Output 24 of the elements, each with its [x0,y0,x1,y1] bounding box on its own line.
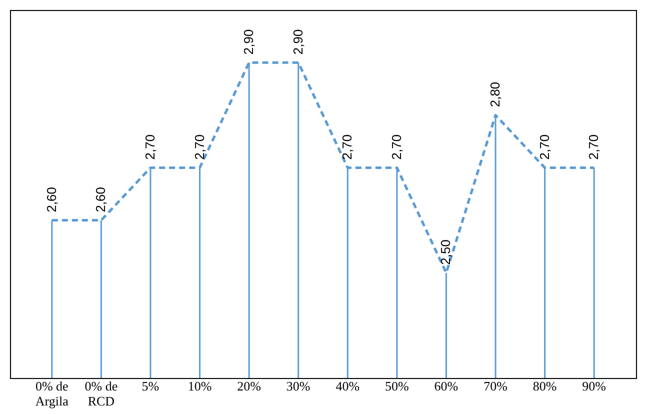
x-tick-label: 70% [484,378,508,394]
data-label: 2,60 [93,186,108,212]
x-tick-label: 5% [142,378,160,394]
x-tick-label: 40% [336,378,360,394]
data-label: 2,70 [340,134,355,160]
x-tick-label: 0% de Argila [35,378,69,408]
data-label: 2,70 [192,134,207,160]
data-label: 2,70 [388,134,404,160]
data-label: 2,70 [536,134,552,160]
x-tick-label: 0% de RCD [84,378,118,408]
x-tick-label: 30% [286,378,310,394]
data-label: 2,60 [44,186,59,212]
data-label: 2,70 [586,134,602,160]
x-tick-label: 60% [434,378,458,394]
x-tick-label: 10% [188,378,212,394]
data-label: 2,50 [438,240,454,265]
x-tick-label: 20% [237,378,262,394]
x-tick-label: 50% [385,378,410,394]
x-tick-label: 90% [582,378,606,394]
data-label: 2,80 [488,82,503,108]
data-label: 2,90 [241,29,256,55]
data-label: 2,70 [142,134,158,160]
x-tick-label: 80% [532,378,557,394]
data-label: 2,90 [290,29,306,55]
